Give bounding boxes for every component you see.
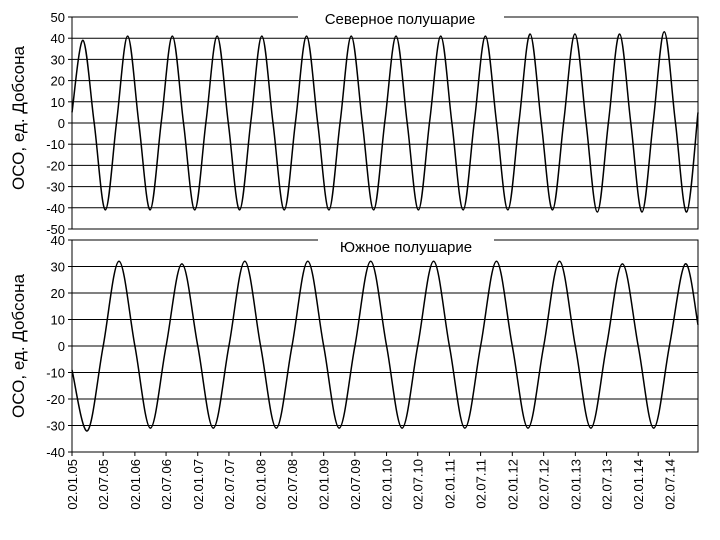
- south-x-tick-label: 02.01.08: [254, 459, 269, 510]
- south-title: Южное полушарие: [340, 239, 472, 256]
- south-x-tick-label: 02.07.05: [96, 459, 111, 510]
- south-series-line: [71, 260, 699, 432]
- south-y-tick-label: 30: [51, 260, 65, 275]
- north-y-tick-label: -40: [46, 201, 65, 216]
- north-y-tick-label: -30: [46, 180, 65, 195]
- south-y-tick-label: 10: [51, 313, 65, 328]
- north-y-tick-label: -20: [46, 158, 65, 173]
- south-x-tick-label: 02.01.07: [191, 459, 206, 510]
- south-y-tick-label: -30: [46, 419, 65, 434]
- north-y-tick-label: 20: [51, 74, 65, 89]
- south-x-tick-label: 02.07.06: [159, 459, 174, 510]
- north-y-tick-label: -10: [46, 137, 65, 152]
- south-x-tick-label: 02.07.07: [222, 459, 237, 510]
- south-x-tick-label: 02.07.14: [662, 459, 677, 510]
- south-x-tick-label: 02.07.12: [537, 459, 552, 510]
- north-chart: 50 40 30 20 10 0 -10 -20 -30 -40 -50 Северное полу…: [9, 8, 699, 237]
- south-y-tick-label: 40: [51, 233, 65, 248]
- south-x-tick-label: 02.01.09: [317, 459, 332, 510]
- north-y-tick-label: 30: [51, 52, 65, 67]
- south-x-tick-label: 02.01.12: [505, 459, 520, 510]
- south-x-tick-label: 02.07.08: [285, 459, 300, 510]
- north-y-tick-label: 40: [51, 31, 65, 46]
- south-x-tick-label: 02.07.10: [411, 459, 426, 510]
- north-y-tick-label: -50: [46, 222, 65, 237]
- north-title: Северное полушарие: [325, 11, 476, 28]
- south-y-tick-label: 0: [58, 339, 65, 354]
- south-y-tick-label: -20: [46, 392, 65, 407]
- north-title-bg: [298, 8, 504, 28]
- north-y-tick-label: 10: [51, 95, 65, 110]
- south-y-tick-label: -10: [46, 366, 65, 381]
- south-x-tick-label: 02.01.05: [65, 459, 80, 510]
- north-series-line: [71, 31, 699, 213]
- south-x-tick-label: 02.01.11: [442, 459, 457, 509]
- south-x-tick-label: 02.07.09: [348, 459, 363, 510]
- south-x-tick-label: 02.01.13: [568, 459, 583, 510]
- south-y-tick-label: -40: [46, 445, 65, 460]
- south-y-tick-label: 20: [51, 286, 65, 301]
- south-x-tick-label: 02.01.10: [380, 459, 395, 510]
- south-title-bg: [318, 236, 494, 256]
- north-y-tick-label: 50: [51, 10, 65, 25]
- north-y-tick-label: 0: [58, 116, 65, 131]
- south-x-tick-label: 02.07.13: [600, 459, 615, 510]
- south-y-axis-label: ОСО, ед. Добсона: [9, 273, 28, 417]
- south-x-tick-label: 02.01.14: [631, 459, 646, 510]
- south-x-tick-label: 02.07.11: [474, 459, 489, 509]
- north-y-axis-label: ОСО, ед. Добсона: [9, 45, 28, 189]
- south-x-tick-label: 02.01.06: [128, 459, 143, 510]
- south-chart: 40 30 20 10 0 -10 -20 -30 -40 02.01.05 02.07.05 02…: [9, 233, 699, 510]
